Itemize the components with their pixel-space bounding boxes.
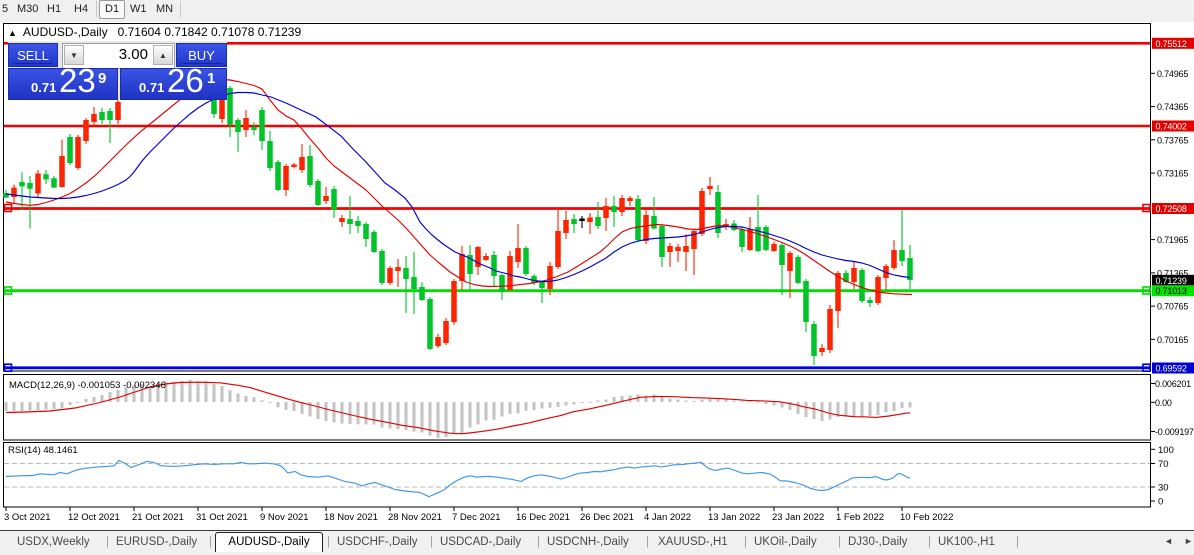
svg-text:0.73165: 0.73165 [1157, 169, 1188, 179]
svg-text:4 Jan 2022: 4 Jan 2022 [644, 512, 691, 523]
svg-text:0.00: 0.00 [1155, 398, 1172, 408]
svg-text:RSI(14) 48.1461: RSI(14) 48.1461 [8, 445, 78, 456]
svg-text:-0.009197: -0.009197 [1155, 427, 1194, 437]
svg-text:23 Jan 2022: 23 Jan 2022 [772, 512, 824, 523]
svg-text:0.71239: 0.71239 [1156, 276, 1187, 286]
svg-text:0.74965: 0.74965 [1157, 69, 1188, 79]
svg-text:0.70765: 0.70765 [1157, 302, 1188, 312]
svg-text:12 Oct 2021: 12 Oct 2021 [68, 512, 120, 523]
svg-text:0.71965: 0.71965 [1157, 235, 1188, 245]
svg-text:0.69592: 0.69592 [1156, 364, 1187, 374]
svg-text:3 Oct 2021: 3 Oct 2021 [4, 512, 50, 523]
svg-text:0: 0 [1158, 497, 1163, 508]
svg-text:16 Dec 2021: 16 Dec 2021 [516, 512, 570, 523]
svg-text:9 Nov 2021: 9 Nov 2021 [260, 512, 309, 523]
svg-text:1 Feb 2022: 1 Feb 2022 [836, 512, 884, 523]
svg-text:18 Nov 2021: 18 Nov 2021 [324, 512, 378, 523]
svg-text:MACD(12,26,9) -0.001053 -0.002: MACD(12,26,9) -0.001053 -0.002346 [9, 380, 166, 391]
svg-text:31 Oct 2021: 31 Oct 2021 [196, 512, 248, 523]
svg-text:0.74002: 0.74002 [1156, 122, 1187, 132]
svg-text:30: 30 [1158, 483, 1169, 494]
svg-text:70: 70 [1158, 459, 1169, 470]
svg-text:0.75512: 0.75512 [1156, 39, 1187, 49]
svg-text:0.73765: 0.73765 [1157, 135, 1188, 145]
svg-text:0.70165: 0.70165 [1157, 335, 1188, 345]
svg-text:0.72508: 0.72508 [1156, 204, 1187, 214]
svg-text:0.71365: 0.71365 [1157, 268, 1188, 278]
svg-text:28 Nov 2021: 28 Nov 2021 [388, 512, 442, 523]
svg-text:100: 100 [1158, 445, 1174, 456]
svg-text:13 Jan 2022: 13 Jan 2022 [708, 512, 760, 523]
svg-text:0.74365: 0.74365 [1157, 102, 1188, 112]
svg-text:21 Oct 2021: 21 Oct 2021 [132, 512, 184, 523]
svg-text:7 Dec 2021: 7 Dec 2021 [452, 512, 501, 523]
svg-text:0.71013: 0.71013 [1156, 286, 1187, 296]
svg-text:0.006201: 0.006201 [1155, 379, 1191, 389]
svg-text:10 Feb 2022: 10 Feb 2022 [900, 512, 953, 523]
svg-text:26 Dec 2021: 26 Dec 2021 [580, 512, 634, 523]
